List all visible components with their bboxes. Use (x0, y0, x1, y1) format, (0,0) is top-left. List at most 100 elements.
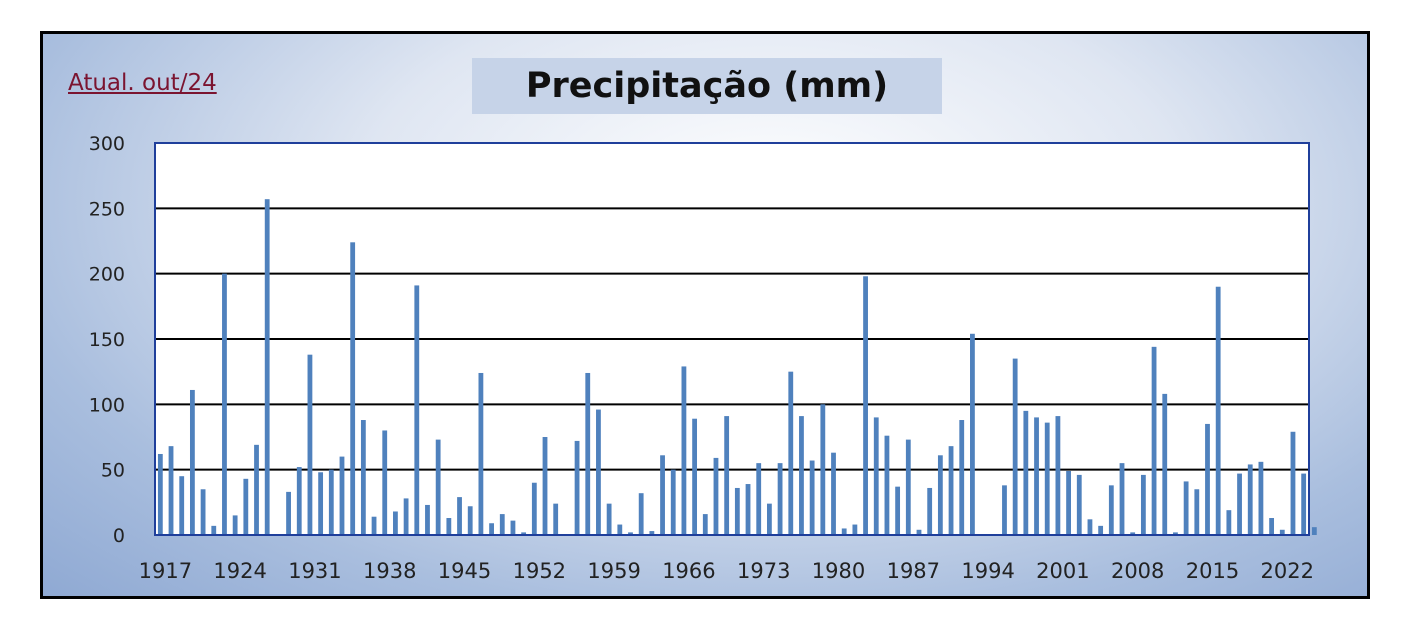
bar-1921 (200, 489, 206, 535)
update-note-link[interactable]: Atual. out/24 (68, 70, 217, 96)
bar-1946 (467, 506, 473, 535)
bar-2013 (1183, 481, 1189, 535)
y-tick-label: 300 (89, 133, 125, 155)
bar-1984 (873, 417, 879, 535)
bar-1925 (243, 478, 249, 535)
bar-1973 (756, 463, 762, 535)
bar-1972 (745, 484, 751, 535)
bar-1957 (585, 372, 591, 535)
bar-1991 (948, 446, 954, 535)
bar-1947 (478, 372, 484, 535)
bar-1937 (371, 516, 377, 535)
bar-1968 (702, 514, 708, 535)
bar-2015 (1205, 423, 1210, 535)
x-tick-label: 1945 (438, 559, 491, 583)
bar-1966 (681, 366, 687, 535)
bar-1975 (777, 463, 783, 535)
bar-1922 (211, 525, 217, 535)
title-background (472, 58, 942, 114)
x-tick-label: 1980 (812, 559, 865, 583)
bar-1930 (296, 467, 302, 535)
bar-2001 (1055, 416, 1061, 535)
bar-2020 (1258, 461, 1264, 535)
bar-1964 (660, 455, 665, 535)
bar-2022 (1279, 529, 1285, 535)
bar-1920 (189, 389, 195, 535)
bar-1917 (157, 453, 163, 535)
x-tick-label: 1966 (662, 559, 715, 583)
x-tick-label: 1938 (363, 559, 416, 583)
bar-1956 (574, 440, 580, 535)
bar-2009 (1140, 474, 1146, 535)
bar-1967 (692, 418, 698, 535)
bar-1959 (606, 503, 612, 535)
x-tick-label: 2001 (1036, 559, 1089, 583)
bar-1936 (360, 420, 366, 535)
bar-1945 (457, 497, 462, 535)
bar-2014 (1194, 489, 1200, 535)
bar-1951 (521, 532, 527, 535)
bar-1929 (286, 491, 291, 535)
bar-1986 (895, 486, 901, 535)
gridlines (155, 207, 1309, 471)
bar-2005 (1098, 525, 1104, 535)
bars (157, 199, 1317, 536)
bar-1996 (1002, 485, 1007, 535)
bar-1988 (916, 529, 922, 535)
bar-1987 (905, 439, 911, 535)
y-tick-label: 0 (113, 525, 125, 547)
bar-1939 (393, 511, 398, 535)
x-axis-ticks: 1917 1924 1931 1938 1945 1952 1959 1966 1973 1980… (139, 559, 1314, 583)
bar-1976 (788, 371, 794, 535)
bar-2004 (1087, 519, 1093, 535)
y-tick-label: 200 (89, 264, 125, 286)
bar-1944 (446, 518, 452, 535)
x-tick-label: 2022 (1261, 559, 1314, 583)
x-tick-label: 1931 (288, 559, 341, 583)
bar-1974 (766, 503, 772, 535)
bar-2003 (1076, 474, 1082, 535)
bar-1993 (970, 333, 975, 535)
bar-1934 (339, 456, 345, 535)
bar-1997 (1012, 358, 1018, 535)
bar-2021 (1269, 518, 1275, 535)
bar-2024 (1301, 473, 1307, 535)
bar-1980 (831, 452, 836, 535)
bar-1989 (927, 487, 933, 535)
y-tick-label: 150 (89, 329, 125, 351)
bar-1999 (1034, 417, 1039, 535)
plot-border (154, 142, 1310, 536)
bar-1983 (863, 276, 868, 535)
bar-1950 (510, 520, 516, 535)
bar-1960 (617, 524, 623, 535)
x-tick-label: 1952 (513, 559, 566, 583)
y-tick-label: 50 (101, 460, 125, 482)
bar-1924 (232, 515, 238, 535)
bar-2000 (1044, 422, 1050, 535)
bar-1992 (959, 420, 965, 535)
bar-1923 (222, 273, 227, 535)
bar-2002 (1066, 470, 1071, 535)
bar-1935 (350, 242, 356, 535)
bar-1961 (628, 532, 633, 535)
bar-2018 (1237, 473, 1242, 535)
bar-1970 (724, 416, 730, 535)
bar-1982 (852, 524, 858, 535)
x-tick-label: 1924 (213, 559, 266, 583)
x-tick-label: 1959 (587, 559, 640, 583)
bar-1927 (264, 199, 270, 536)
y-axis-ticks: 0 50 100 150 200 250 300 (89, 133, 125, 547)
bar-1938 (382, 430, 388, 535)
bar-2007 (1119, 463, 1125, 535)
bar-2011 (1162, 393, 1168, 535)
bar-1977 (799, 416, 804, 535)
bar-1998 (1023, 410, 1029, 535)
bar-1941 (414, 285, 420, 535)
bar-1933 (328, 469, 334, 535)
bar-1942 (425, 504, 430, 535)
bar-1943 (435, 439, 441, 535)
bar-1953 (542, 437, 548, 535)
bar-1965 (670, 469, 676, 535)
bar-2023 (1290, 431, 1296, 535)
